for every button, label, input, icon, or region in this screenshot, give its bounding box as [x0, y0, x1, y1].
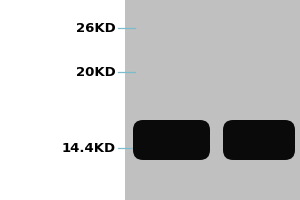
Text: 20KD: 20KD	[76, 66, 116, 78]
Text: 26KD: 26KD	[76, 21, 116, 34]
Text: 14.4KD: 14.4KD	[62, 142, 116, 154]
FancyBboxPatch shape	[223, 120, 295, 160]
Bar	[125, 0, 300, 200]
FancyBboxPatch shape	[133, 120, 210, 160]
FancyBboxPatch shape	[138, 136, 205, 156]
FancyBboxPatch shape	[228, 136, 290, 156]
